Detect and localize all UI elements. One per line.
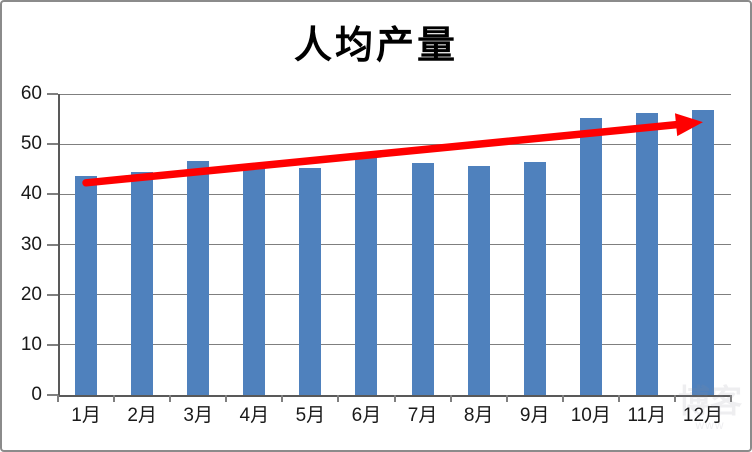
y-gridline	[58, 93, 731, 95]
y-gridline	[58, 344, 731, 346]
x-axis-label: 12月	[682, 405, 724, 426]
x-axis-tick	[281, 395, 284, 402]
y-gridline	[58, 193, 731, 195]
y-gridline	[58, 294, 731, 296]
bar	[131, 172, 154, 395]
y-axis-line	[58, 94, 60, 396]
x-axis-tick	[225, 395, 228, 402]
bar	[635, 112, 658, 395]
y-axis-label: 20	[20, 283, 42, 305]
x-axis-label: 10月	[570, 405, 611, 426]
bar	[523, 161, 546, 395]
y-axis-tick	[47, 343, 58, 346]
x-axis-label: 2月	[127, 405, 157, 426]
x-axis-tick	[617, 395, 620, 402]
x-axis-label: 3月	[183, 405, 213, 426]
x-axis-label: 9月	[519, 405, 550, 426]
x-axis-tick	[169, 395, 172, 402]
bar	[467, 165, 490, 395]
y-axis-label: 0	[31, 384, 42, 405]
x-axis-label: 1月	[71, 405, 101, 426]
y-axis-tick	[47, 143, 58, 146]
bar	[75, 175, 98, 395]
x-axis-tick	[730, 395, 732, 402]
y-axis-label: 30	[20, 233, 42, 255]
y-gridline	[58, 244, 731, 245]
x-axis-label: 8月	[463, 405, 494, 426]
x-axis-label: 7月	[407, 405, 438, 426]
x-axis-tick	[449, 395, 452, 402]
bar	[187, 161, 210, 395]
y-axis-label: 50	[20, 133, 42, 155]
bar	[579, 118, 602, 395]
x-axis-tick	[113, 395, 116, 402]
x-axis-tick	[505, 395, 508, 402]
x-axis-tick	[337, 395, 340, 402]
bar	[299, 167, 322, 395]
x-axis-label: 6月	[351, 405, 382, 426]
y-axis-label: 10	[20, 333, 42, 355]
y-axis-tick	[47, 394, 58, 396]
x-axis-tick	[673, 395, 676, 402]
y-gridline	[58, 143, 731, 145]
y-axis-tick	[47, 93, 58, 95]
bar	[411, 162, 434, 395]
x-axis-tick	[57, 395, 59, 402]
y-axis-tick	[47, 193, 58, 196]
bar	[243, 164, 266, 395]
bar	[691, 109, 714, 395]
y-axis-tick	[47, 293, 58, 296]
x-axis-label: 5月	[295, 405, 326, 426]
bar	[355, 156, 378, 395]
y-axis-label: 40	[20, 183, 42, 205]
x-axis-label: 4月	[239, 405, 270, 426]
chart-title: 人均产量	[293, 22, 458, 67]
x-axis-label: 11月	[627, 405, 667, 426]
x-axis-tick	[561, 395, 564, 402]
y-axis-label: 60	[20, 83, 42, 104]
x-axis-tick	[393, 395, 396, 402]
y-axis-tick	[47, 243, 58, 246]
